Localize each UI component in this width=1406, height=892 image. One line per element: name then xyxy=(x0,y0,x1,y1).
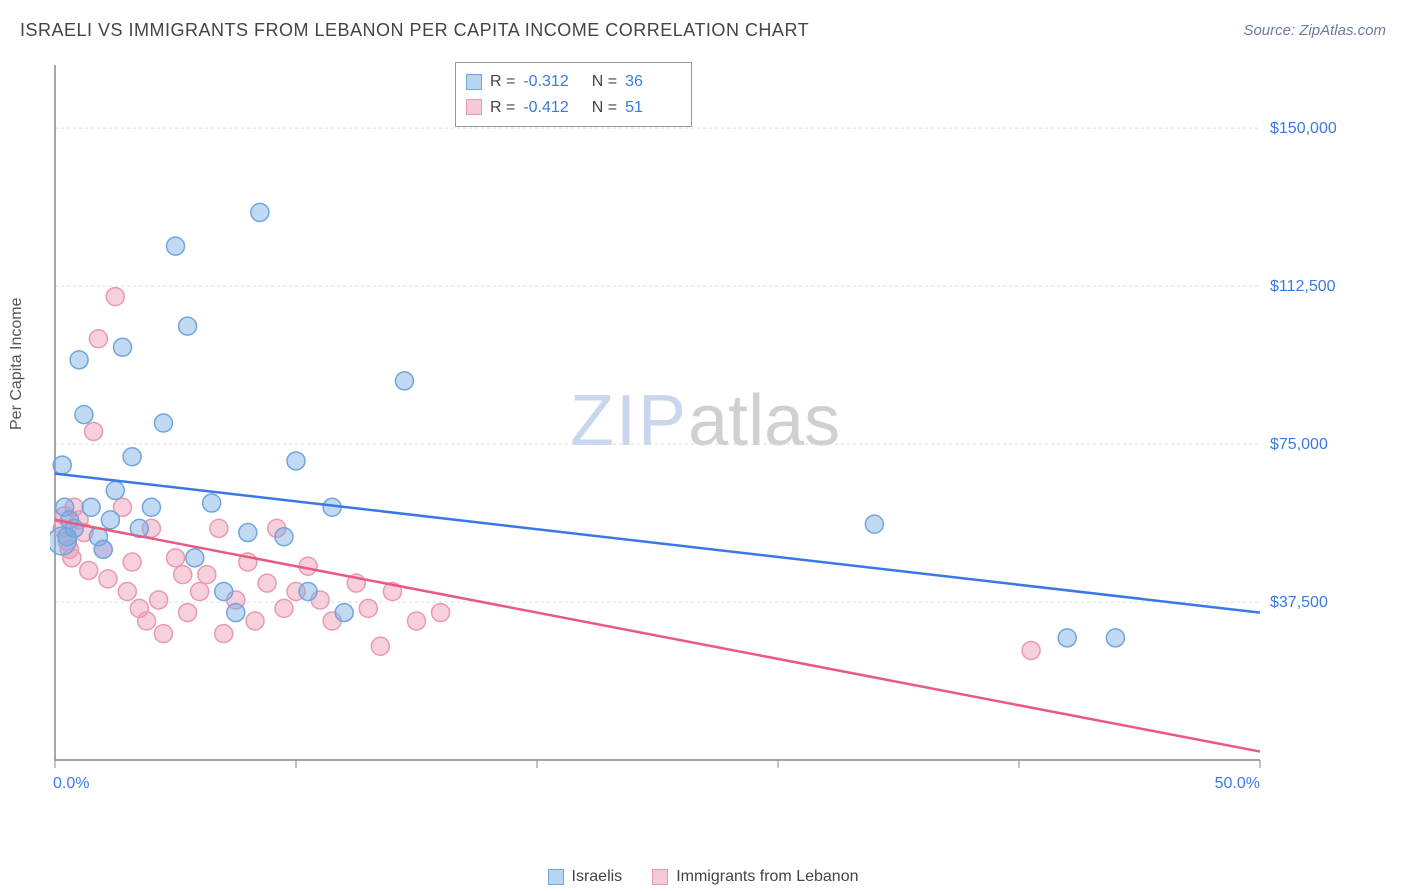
x-tick-label: 0.0% xyxy=(53,775,89,792)
stat-n-label: N = xyxy=(587,69,617,95)
stats-row: R = -0.412 N = 51 xyxy=(466,95,681,121)
data-point xyxy=(239,524,257,542)
data-point xyxy=(150,591,168,609)
data-point xyxy=(70,351,88,369)
data-point xyxy=(359,599,377,617)
trend-line xyxy=(55,520,1260,752)
scatter-plot: $37,500 $75,000 $112,500 $150,000 0.0% 50.0% xyxy=(50,60,1360,820)
data-point xyxy=(275,599,293,617)
legend-item: Immigrants from Lebanon xyxy=(652,868,858,886)
data-point xyxy=(154,625,172,643)
data-point xyxy=(258,574,276,592)
data-point xyxy=(432,604,450,622)
series-legend: Israelis Immigrants from Lebanon xyxy=(0,868,1406,886)
chart-title: ISRAELI VS IMMIGRANTS FROM LEBANON PER C… xyxy=(20,20,809,41)
data-point xyxy=(75,406,93,424)
stat-n-label: N = xyxy=(587,95,617,121)
legend-swatch xyxy=(548,869,564,885)
data-point xyxy=(101,511,119,529)
data-point xyxy=(1058,629,1076,647)
data-point xyxy=(138,612,156,630)
data-point xyxy=(123,553,141,571)
x-tick-label: 50.0% xyxy=(1215,775,1260,792)
data-point xyxy=(287,452,305,470)
legend-item: Israelis xyxy=(548,868,623,886)
data-point xyxy=(99,570,117,588)
legend-label: Israelis xyxy=(572,868,623,886)
data-point xyxy=(198,566,216,584)
stat-r-label: R = xyxy=(490,95,515,121)
data-point xyxy=(215,625,233,643)
stats-row: R = -0.312 N = 36 xyxy=(466,69,681,95)
data-point xyxy=(142,498,160,516)
data-point xyxy=(179,317,197,335)
data-point xyxy=(395,372,413,390)
legend-swatch xyxy=(652,869,668,885)
stat-n-value: 51 xyxy=(625,95,681,121)
data-point xyxy=(865,515,883,533)
data-point xyxy=(1106,629,1124,647)
stat-r-label: R = xyxy=(490,69,515,95)
data-point xyxy=(167,237,185,255)
stats-legend: R = -0.312 N = 36R = -0.412 N = 51 xyxy=(455,62,692,127)
data-point xyxy=(215,583,233,601)
data-point xyxy=(227,604,245,622)
data-point xyxy=(174,566,192,584)
data-point xyxy=(167,549,185,567)
data-point xyxy=(89,330,107,348)
stat-r-value: -0.312 xyxy=(523,69,579,95)
legend-swatch xyxy=(466,74,482,90)
data-point xyxy=(106,481,124,499)
y-axis-label: Per Capita Income xyxy=(8,297,26,430)
y-tick-label: $112,500 xyxy=(1270,278,1336,295)
data-point xyxy=(82,498,100,516)
data-point xyxy=(210,519,228,537)
data-point xyxy=(118,583,136,601)
data-point xyxy=(246,612,264,630)
data-point xyxy=(335,604,353,622)
data-point xyxy=(191,583,209,601)
data-point xyxy=(186,549,204,567)
data-point xyxy=(53,456,71,474)
y-tick-label: $37,500 xyxy=(1270,594,1328,611)
data-point xyxy=(203,494,221,512)
data-point xyxy=(371,637,389,655)
legend-swatch xyxy=(466,99,482,115)
title-bar: ISRAELI VS IMMIGRANTS FROM LEBANON PER C… xyxy=(20,20,1386,41)
data-point xyxy=(154,414,172,432)
data-point xyxy=(251,203,269,221)
data-point xyxy=(299,583,317,601)
y-tick-label: $150,000 xyxy=(1270,120,1337,137)
source-attribution: Source: ZipAtlas.com xyxy=(1243,22,1386,39)
data-point xyxy=(179,604,197,622)
data-point xyxy=(85,422,103,440)
data-point xyxy=(1022,641,1040,659)
stat-n-value: 36 xyxy=(625,69,681,95)
data-point xyxy=(275,528,293,546)
y-tick-label: $75,000 xyxy=(1270,436,1328,453)
data-point xyxy=(123,448,141,466)
data-point xyxy=(94,540,112,558)
legend-label: Immigrants from Lebanon xyxy=(676,868,858,886)
stat-r-value: -0.412 xyxy=(523,95,579,121)
data-point xyxy=(113,338,131,356)
data-point xyxy=(106,288,124,306)
data-point xyxy=(408,612,426,630)
data-point xyxy=(80,561,98,579)
